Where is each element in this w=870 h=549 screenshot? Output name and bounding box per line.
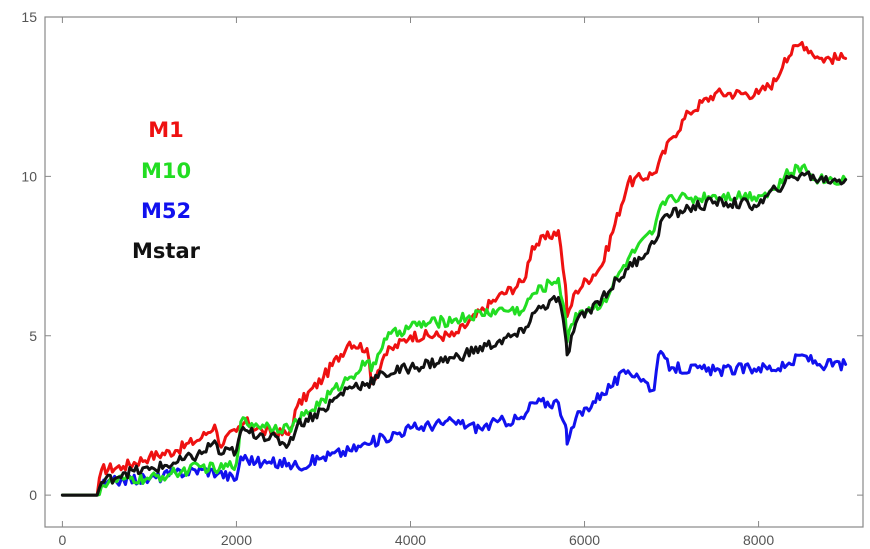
plot-frame — [44, 16, 864, 528]
legend-entry-m10: M10 — [141, 159, 191, 183]
x-tick-label: 0 — [59, 532, 67, 548]
legend-entry-m52: M52 — [141, 199, 191, 223]
legend-entry-mstar: Mstar — [132, 239, 201, 263]
legend-entry-m1: M1 — [148, 118, 184, 142]
series-line-m1 — [60, 41, 848, 497]
y-tick-label: 5 — [29, 328, 37, 344]
x-tick-label: 4000 — [395, 532, 426, 548]
y-tick-label: 15 — [21, 9, 37, 25]
x-tick-label: 6000 — [569, 532, 600, 548]
series-line-m10 — [60, 163, 848, 497]
legend: M1 M10 M52 Mstar — [132, 118, 201, 263]
series-lines — [60, 41, 848, 497]
y-tick-label: 0 — [29, 487, 37, 503]
x-tick-label: 8000 — [743, 532, 774, 548]
y-axis-ticks: 0 5 10 15 — [21, 9, 863, 503]
series-line-m52 — [60, 349, 848, 497]
x-tick-label: 2000 — [221, 532, 252, 548]
x-axis-ticks: 0 2000 4000 6000 8000 — [59, 17, 774, 548]
series-line-mstar — [60, 170, 848, 497]
y-tick-label: 10 — [21, 168, 37, 184]
